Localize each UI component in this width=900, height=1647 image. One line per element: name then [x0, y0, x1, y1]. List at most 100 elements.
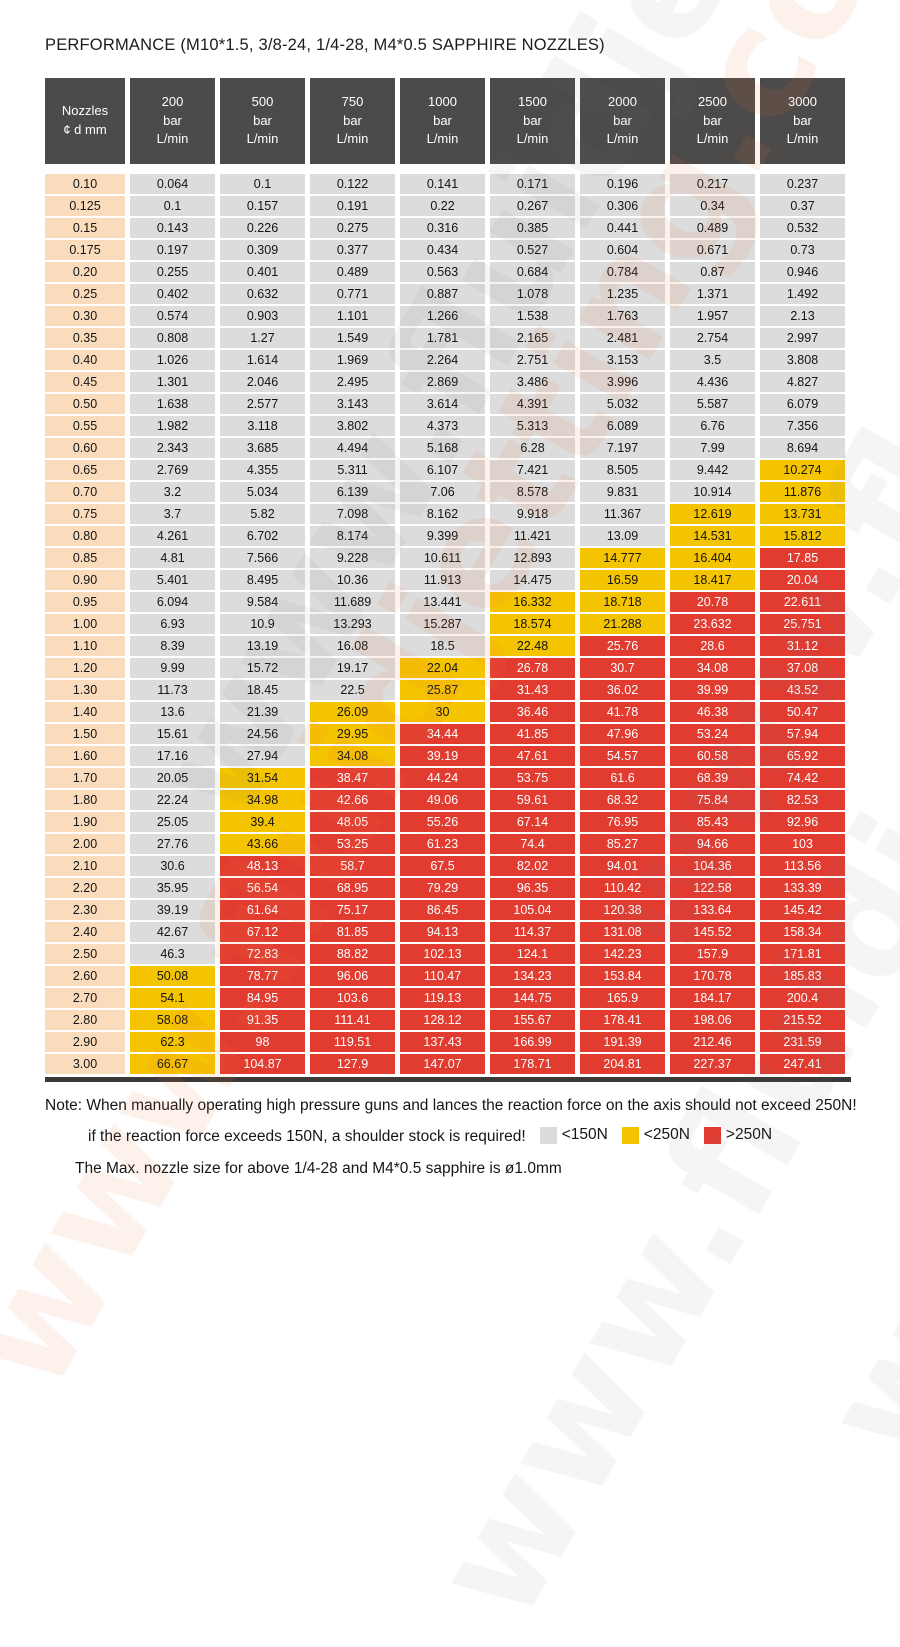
flow-value-cell: 92.96	[760, 812, 845, 832]
nozzle-size-cell: 0.10	[45, 174, 125, 194]
flow-value-cell: 0.434	[400, 240, 485, 260]
flow-value-cell: 91.35	[220, 1010, 305, 1030]
flow-value-cell: 0.217	[670, 174, 755, 194]
flow-value-cell: 67.14	[490, 812, 575, 832]
flow-value-cell: 85.27	[580, 834, 665, 854]
flow-value-cell: 0.237	[760, 174, 845, 194]
flow-value-cell: 0.489	[670, 218, 755, 238]
flow-value-cell: 6.139	[310, 482, 395, 502]
flow-value-cell: 7.356	[760, 416, 845, 436]
flow-value-cell: 34.44	[400, 724, 485, 744]
flow-value-cell: 30.7	[580, 658, 665, 678]
flow-value-cell: 8.694	[760, 438, 845, 458]
flow-value-cell: 15.287	[400, 614, 485, 634]
flow-value-cell: 96.35	[490, 878, 575, 898]
flow-value-cell: 103	[760, 834, 845, 854]
nozzle-size-cell: 0.55	[45, 416, 125, 436]
table-row: 1.70 20.05 31.54 38.47 44.24 53.75 61.6 68.39 74…	[45, 768, 845, 788]
nozzle-size-cell: 3.00	[45, 1054, 125, 1074]
flow-value-cell: 24.56	[220, 724, 305, 744]
flow-value-cell: 153.84	[580, 966, 665, 986]
flow-value-cell: 14.777	[580, 548, 665, 568]
flow-value-cell: 0.532	[760, 218, 845, 238]
flow-value-cell: 3.996	[580, 372, 665, 392]
flow-value-cell: 13.19	[220, 636, 305, 656]
flow-value-cell: 41.78	[580, 702, 665, 722]
table-row: 1.30 11.73 18.45 22.5 25.87 31.43 36.02 39.99 43…	[45, 680, 845, 700]
flow-value-cell: 3.486	[490, 372, 575, 392]
flow-value-cell: 4.494	[310, 438, 395, 458]
flow-value-cell: 1.492	[760, 284, 845, 304]
nozzle-size-cell: 2.40	[45, 922, 125, 942]
flow-value-cell: 155.67	[490, 1010, 575, 1030]
flow-value-cell: 35.95	[130, 878, 215, 898]
flow-value-cell: 10.274	[760, 460, 845, 480]
flow-value-cell: 47.61	[490, 746, 575, 766]
flow-value-cell: 1.614	[220, 350, 305, 370]
flow-value-cell: 2.869	[400, 372, 485, 392]
flow-value-cell: 18.718	[580, 592, 665, 612]
nozzle-size-cell: 0.125	[45, 196, 125, 216]
note-line-2: if the reaction force exceeds 150N, a sh…	[45, 1125, 857, 1150]
header-cell-pressure: 200 bar L/min	[130, 78, 215, 172]
flow-value-cell: 25.751	[760, 614, 845, 634]
flow-value-cell: 8.578	[490, 482, 575, 502]
nozzle-size-cell: 1.70	[45, 768, 125, 788]
legend-label: <150N	[561, 1126, 608, 1143]
flow-value-cell: 0.402	[130, 284, 215, 304]
flow-value-cell: 198.06	[670, 1010, 755, 1030]
flow-value-cell: 55.26	[400, 812, 485, 832]
flow-value-cell: 102.13	[400, 944, 485, 964]
flow-value-cell: 0.1	[130, 196, 215, 216]
table-row: 2.60 50.08 78.77 96.06 110.47 134.23 153.84 170…	[45, 966, 845, 986]
nozzle-size-cell: 0.95	[45, 592, 125, 612]
nozzle-size-cell: 1.80	[45, 790, 125, 810]
flow-value-cell: 13.6	[130, 702, 215, 722]
flow-value-cell: 0.441	[580, 218, 665, 238]
flow-value-cell: 2.165	[490, 328, 575, 348]
flow-value-cell: 0.196	[580, 174, 665, 194]
legend-swatch	[539, 1126, 557, 1144]
legend: <150N <250N >250N	[526, 1125, 772, 1150]
flow-value-cell: 2.754	[670, 328, 755, 348]
table-row: 0.45 1.301 2.046 2.495 2.869 3.486 3.996 4.436 4…	[45, 372, 845, 392]
table-row: 2.00 27.76 43.66 53.25 61.23 74.4 85.27 94.66 10…	[45, 834, 845, 854]
table-row: 0.55 1.982 3.118 3.802 4.373 5.313 6.089 6.76 7.…	[45, 416, 845, 436]
flow-value-cell: 10.611	[400, 548, 485, 568]
flow-value-cell: 104.87	[220, 1054, 305, 1074]
flow-value-cell: 104.36	[670, 856, 755, 876]
nozzle-size-cell: 0.85	[45, 548, 125, 568]
table-row: 0.70 3.2 5.034 6.139 7.06 8.578 9.831 10.914 11.…	[45, 482, 845, 502]
flow-value-cell: 2.481	[580, 328, 665, 348]
flow-value-cell: 88.82	[310, 944, 395, 964]
flow-value-cell: 103.6	[310, 988, 395, 1008]
flow-value-cell: 165.9	[580, 988, 665, 1008]
flow-value-cell: 124.1	[490, 944, 575, 964]
table-header-row: Nozzles ¢ d mm 200 bar L/min 500 bar L/min 750 ba…	[45, 78, 845, 172]
flow-value-cell: 15.812	[760, 526, 845, 546]
flow-value-cell: 48.05	[310, 812, 395, 832]
flow-value-cell: 158.34	[760, 922, 845, 942]
table-row: 0.95 6.094 9.584 11.689 13.441 16.332 18.718 20…	[45, 592, 845, 612]
flow-value-cell: 3.143	[310, 394, 395, 414]
flow-value-cell: 53.25	[310, 834, 395, 854]
flow-value-cell: 39.19	[130, 900, 215, 920]
flow-value-cell: 6.094	[130, 592, 215, 612]
table-row: 0.10 0.064 0.1 0.122 0.141 0.171 0.196 0.217 0.2…	[45, 174, 845, 194]
legend-item: <150N	[539, 1125, 608, 1145]
flow-value-cell: 200.4	[760, 988, 845, 1008]
table-row: 2.30 39.19 61.64 75.17 86.45 105.04 120.38 133.…	[45, 900, 845, 920]
flow-value-cell: 13.09	[580, 526, 665, 546]
flow-value-cell: 16.332	[490, 592, 575, 612]
flow-value-cell: 78.77	[220, 966, 305, 986]
flow-value-cell: 26.09	[310, 702, 395, 722]
flow-value-cell: 75.84	[670, 790, 755, 810]
flow-value-cell: 43.66	[220, 834, 305, 854]
nozzle-size-cell: 2.10	[45, 856, 125, 876]
flow-value-cell: 18.417	[670, 570, 755, 590]
flow-value-cell: 50.47	[760, 702, 845, 722]
nozzle-size-cell: 0.25	[45, 284, 125, 304]
flow-value-cell: 42.67	[130, 922, 215, 942]
flow-value-cell: 76.95	[580, 812, 665, 832]
flow-value-cell: 56.54	[220, 878, 305, 898]
